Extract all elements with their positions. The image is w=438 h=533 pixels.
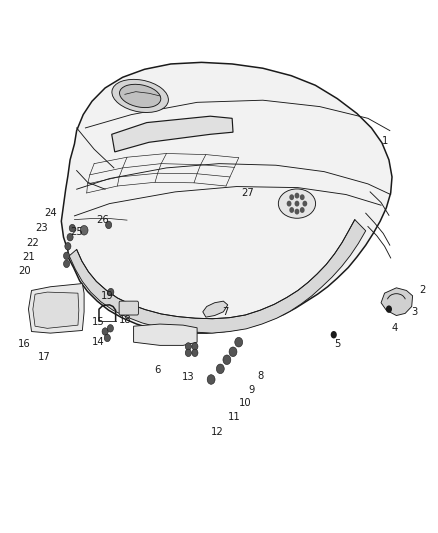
Circle shape [107,325,113,332]
Circle shape [290,195,294,200]
Circle shape [67,233,73,241]
Text: 19: 19 [101,291,114,301]
Text: 24: 24 [44,208,57,218]
Text: 4: 4 [391,323,397,333]
Polygon shape [134,324,197,345]
Circle shape [300,195,305,200]
Text: 18: 18 [119,315,131,325]
Text: 21: 21 [22,252,35,262]
Circle shape [300,207,305,213]
Polygon shape [69,220,366,333]
Circle shape [192,349,198,357]
Text: 15: 15 [92,318,105,327]
Circle shape [331,331,337,338]
Text: 10: 10 [239,399,251,408]
Text: 20: 20 [18,266,30,276]
Text: 12: 12 [210,427,223,437]
FancyBboxPatch shape [119,301,138,315]
Text: 13: 13 [182,373,194,382]
Circle shape [104,334,110,342]
Circle shape [294,192,300,199]
Text: 2: 2 [420,286,426,295]
Circle shape [207,375,215,384]
Text: 3: 3 [411,307,417,317]
Text: 14: 14 [92,337,105,347]
Text: 23: 23 [35,223,48,233]
Polygon shape [28,284,84,333]
Text: 16: 16 [18,339,31,349]
Circle shape [185,343,191,350]
Ellipse shape [120,84,161,108]
Circle shape [223,355,231,365]
Ellipse shape [278,189,315,219]
Polygon shape [203,301,228,317]
Circle shape [64,260,70,268]
Circle shape [290,207,294,213]
Text: 25: 25 [70,227,83,237]
Polygon shape [61,62,392,333]
Polygon shape [112,116,233,152]
Text: 26: 26 [96,215,110,224]
Circle shape [192,343,198,350]
Polygon shape [381,288,413,316]
Text: 5: 5 [334,339,340,349]
Circle shape [386,305,392,313]
Text: 11: 11 [228,412,241,422]
Text: 1: 1 [382,136,389,146]
Ellipse shape [112,79,169,112]
Circle shape [102,328,108,335]
Circle shape [294,200,300,207]
Circle shape [235,337,243,347]
Text: 7: 7 [223,307,229,317]
Text: 27: 27 [241,188,254,198]
Text: 9: 9 [249,385,255,395]
Circle shape [80,225,88,235]
Circle shape [65,243,71,250]
Polygon shape [33,292,79,328]
Circle shape [69,224,75,232]
Circle shape [216,364,224,374]
Circle shape [64,252,70,260]
Circle shape [302,200,307,207]
Text: 6: 6 [155,366,161,375]
Circle shape [106,221,112,229]
Circle shape [287,200,292,207]
Text: 17: 17 [37,352,50,362]
Text: 8: 8 [258,371,264,381]
Circle shape [294,208,300,215]
Circle shape [229,347,237,357]
Text: 22: 22 [26,238,39,247]
Circle shape [108,288,114,296]
Circle shape [185,349,191,357]
